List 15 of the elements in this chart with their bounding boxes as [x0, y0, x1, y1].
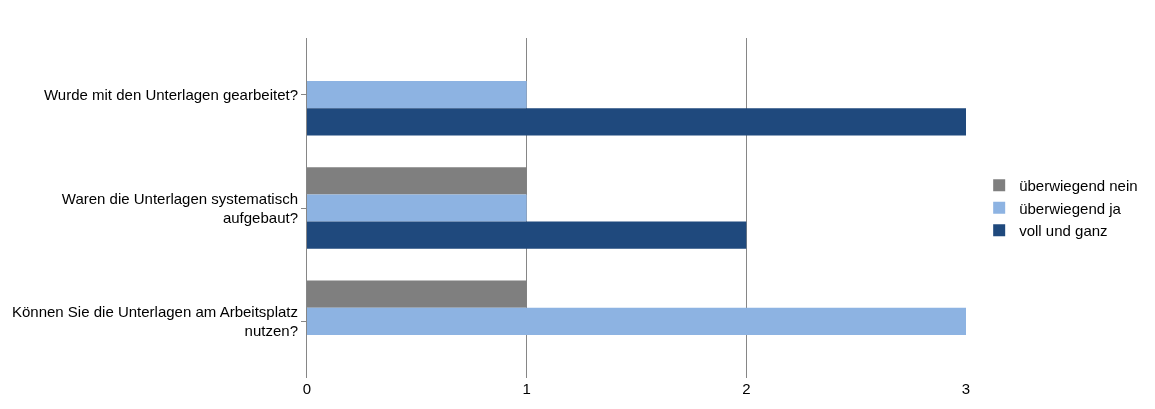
x-tick-label: 2: [742, 380, 751, 397]
bar: [307, 194, 527, 222]
bar: [307, 307, 966, 335]
bar: [307, 81, 527, 109]
legend-label: überwiegend ja: [1019, 199, 1122, 217]
y-tick-label: Wurde mit den Unterlagen gearbeitet?: [43, 85, 298, 103]
bar: [307, 108, 966, 136]
y-tick-label: Waren die Unterlagen systematisch aufgebaut?: [61, 189, 298, 226]
legend-label: voll und ganz: [1019, 222, 1108, 240]
x-tick-label: 1: [522, 380, 531, 397]
y-tick-label: Können Sie die Unterlagen am Arbeitsplatz nutzen?: [11, 302, 298, 340]
bar: [307, 221, 747, 249]
x-tick-label: 0: [302, 380, 312, 397]
x-tick-label: 3: [961, 380, 971, 397]
legend-label: überwiegend nein: [1019, 177, 1138, 195]
